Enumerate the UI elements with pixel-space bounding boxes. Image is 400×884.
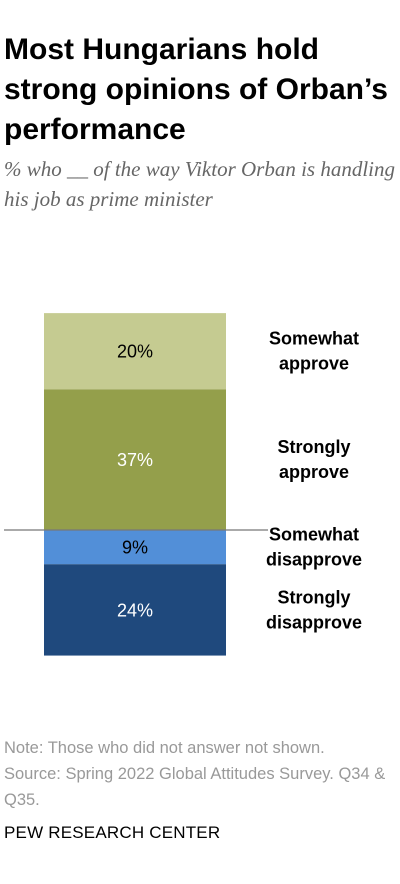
data-label-strongly-approve: 37%	[117, 450, 153, 470]
note-text: Note: Those who did not answer not shown…	[4, 739, 325, 757]
source-text: Source: Spring 2022 Global Attitudes Sur…	[4, 765, 386, 809]
bar-segment-somewhat-approve	[44, 313, 226, 390]
category-label-somewhat-approve: Somewhat approve	[269, 329, 359, 374]
category-label-somewhat-disapprove: Somewhat disapprove	[266, 525, 362, 570]
category-label-strongly-disapprove: Strongly disapprove	[266, 587, 362, 632]
data-label-strongly-disapprove: 24%	[117, 600, 153, 620]
category-label-strongly-approve: Strongly approve	[277, 437, 350, 482]
bar-segment-somewhat-disapprove	[44, 530, 226, 565]
chart-title: Most Hungarians hold strong opinions of …	[4, 33, 388, 146]
bar-segment-strongly-approve	[44, 389, 226, 530]
data-label-somewhat-approve: 20%	[117, 342, 153, 362]
chart-subtitle: % who __ of the way Viktor Orban is hand…	[4, 157, 396, 211]
brand-footer: PEW RESEARCH CENTER	[4, 823, 221, 842]
bar-segment-strongly-disapprove	[44, 564, 226, 656]
notes-block: Note: Those who did not answer not shown…	[4, 735, 396, 813]
data-label-somewhat-disapprove: 9%	[122, 538, 148, 558]
